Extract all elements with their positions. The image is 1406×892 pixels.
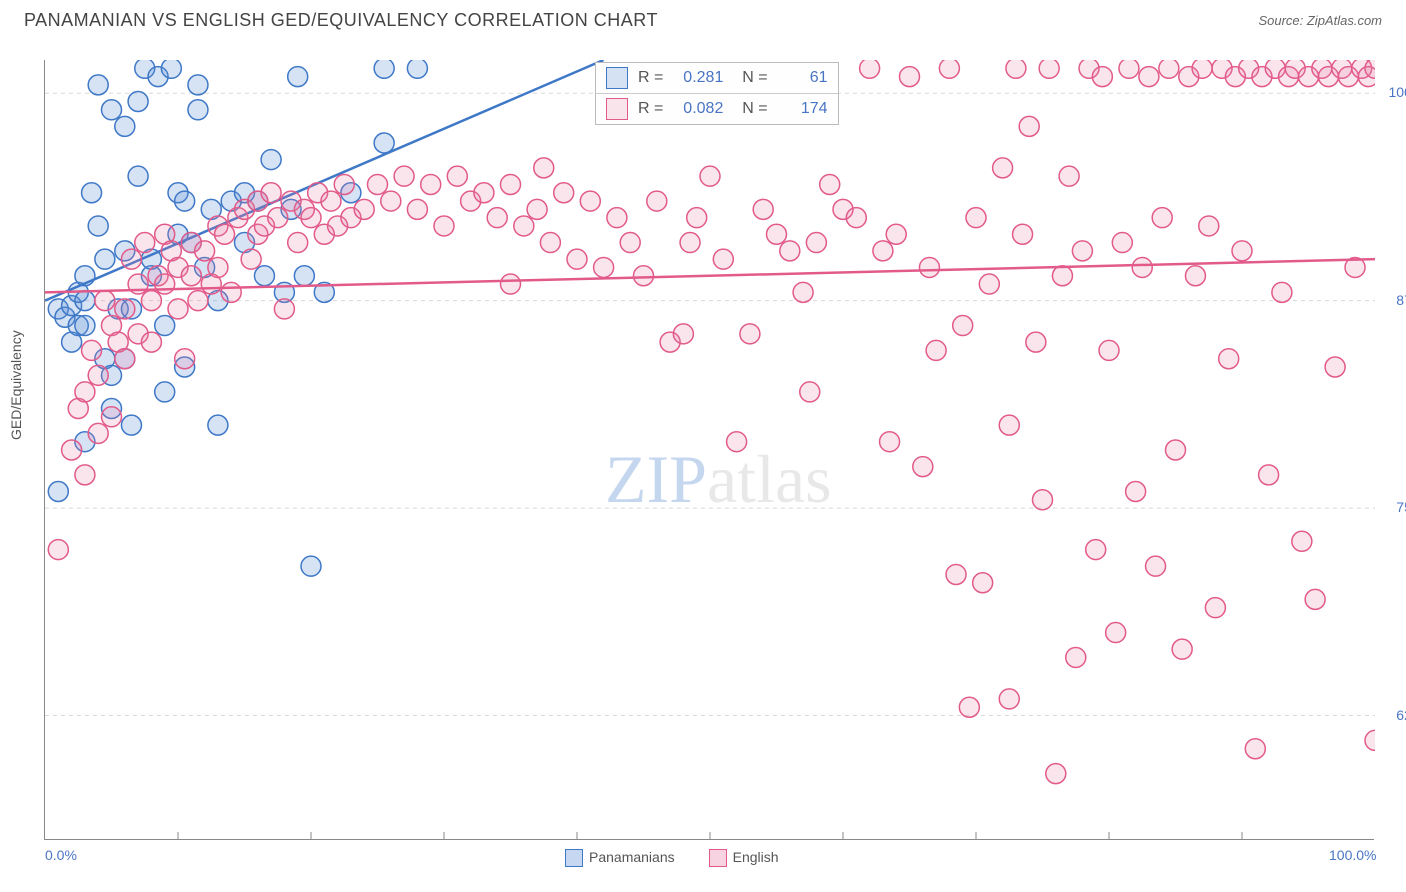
legend-r-value: 0.281 [673,69,723,87]
legend-item: Panamanians [565,849,675,867]
x-tick-label: 0.0% [45,847,77,863]
correlation-legend: R = 0.281 N = 61 R = 0.082 N = 174 [595,62,839,125]
series-legend: Panamanians English [565,849,779,867]
legend-swatch [606,98,628,120]
legend-swatch [709,849,727,867]
y-tick-label: 100.0% [1389,84,1406,100]
legend-r-label: R = [638,100,663,118]
legend-n-label: N = [733,100,767,118]
legend-swatch [565,849,583,867]
y-tick-label: 75.0% [1396,499,1406,515]
header: PANAMANIAN VS ENGLISH GED/EQUIVALENCY CO… [0,0,1406,31]
chart-title: PANAMANIAN VS ENGLISH GED/EQUIVALENCY CO… [24,10,658,31]
source-credit: Source: ZipAtlas.com [1258,13,1382,28]
chart-area: ZIPatlas R =0.281 N =61R =0.082 N =174 P… [44,60,1374,840]
y-tick-label: 62.5% [1396,707,1406,723]
legend-n-value: 174 [778,100,828,118]
legend-r-label: R = [638,69,663,87]
legend-r-value: 0.082 [673,100,723,118]
legend-row-english: R = 0.082 N = 174 [596,93,838,124]
legend-n-label: N = [733,69,767,87]
scatter-plot-svg [45,60,1375,840]
legend-n-value: 61 [778,69,828,87]
y-axis-label: GED/Equivalency [8,330,24,440]
y-tick-label: 87.5% [1396,292,1406,308]
legend-swatch [606,67,628,89]
legend-row-panamanians: R = 0.281 N = 61 [596,63,838,93]
legend-item: English [709,849,779,867]
x-tick-label: 100.0% [1329,847,1376,863]
